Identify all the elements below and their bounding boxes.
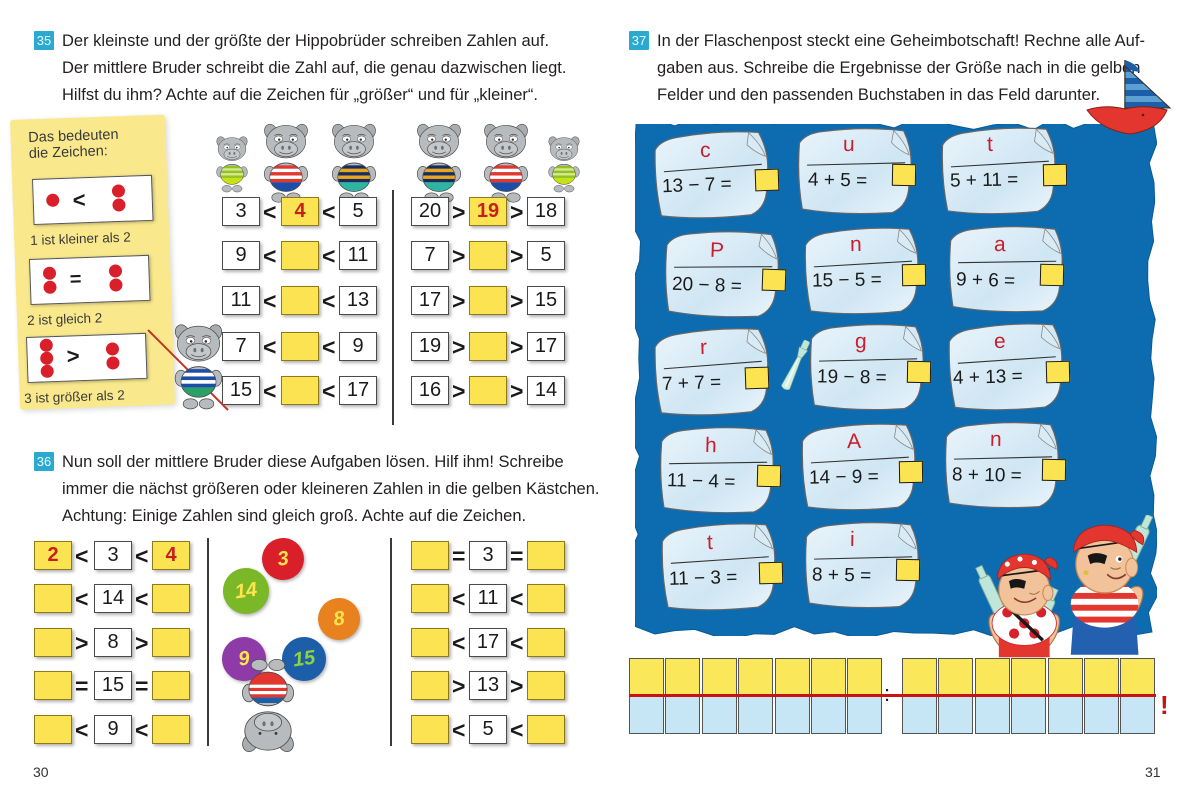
svg-text:=: = — [69, 268, 81, 290]
svg-text:<: < — [72, 187, 86, 212]
svg-text:>: > — [66, 343, 80, 368]
